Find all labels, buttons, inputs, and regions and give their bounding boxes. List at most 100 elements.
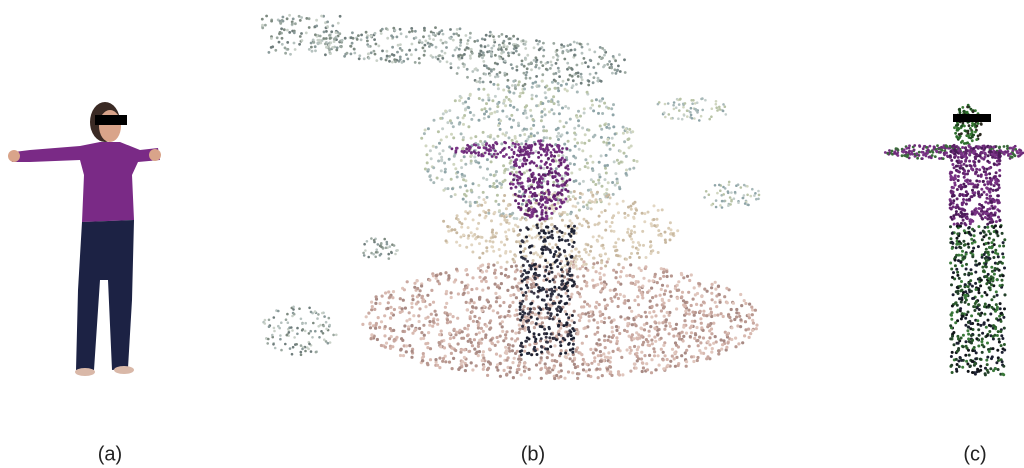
point xyxy=(281,37,284,40)
point xyxy=(291,329,294,332)
point xyxy=(495,296,498,299)
point xyxy=(466,327,469,330)
point xyxy=(533,187,536,190)
point xyxy=(507,275,510,278)
point xyxy=(444,110,447,113)
point xyxy=(617,211,620,214)
point xyxy=(329,341,332,344)
point xyxy=(459,44,462,47)
point xyxy=(991,178,994,181)
point xyxy=(534,81,537,84)
point xyxy=(643,212,646,215)
point xyxy=(949,145,952,148)
point xyxy=(477,222,480,225)
point xyxy=(482,131,485,134)
point xyxy=(500,241,503,244)
point xyxy=(418,62,421,65)
point xyxy=(638,286,641,289)
point xyxy=(483,107,486,110)
point xyxy=(523,269,526,272)
point xyxy=(603,123,606,126)
point xyxy=(633,299,636,302)
point xyxy=(537,295,540,298)
point xyxy=(958,136,961,139)
point xyxy=(272,343,275,346)
point xyxy=(725,287,728,290)
point xyxy=(522,294,525,297)
point xyxy=(549,236,552,239)
point xyxy=(530,61,533,64)
point xyxy=(503,315,506,318)
point xyxy=(446,225,449,228)
point xyxy=(492,250,495,253)
point xyxy=(510,337,513,340)
point xyxy=(428,320,431,323)
point xyxy=(460,166,463,169)
point xyxy=(669,360,672,363)
point xyxy=(558,150,561,153)
point xyxy=(489,108,492,111)
point xyxy=(512,35,515,38)
point xyxy=(568,267,571,270)
point xyxy=(455,268,458,271)
point xyxy=(709,307,712,310)
point xyxy=(650,224,653,227)
point xyxy=(525,143,528,146)
point xyxy=(442,189,445,192)
point xyxy=(599,46,602,49)
point xyxy=(485,147,488,150)
point xyxy=(975,153,978,156)
point xyxy=(510,166,513,169)
point xyxy=(487,209,490,212)
point xyxy=(604,229,607,232)
point xyxy=(538,178,541,181)
point xyxy=(743,299,746,302)
point xyxy=(426,342,429,345)
point xyxy=(278,32,281,35)
point xyxy=(516,350,519,353)
point xyxy=(561,147,564,150)
point xyxy=(557,255,560,258)
point xyxy=(965,164,968,167)
point xyxy=(970,272,973,275)
point xyxy=(302,328,305,331)
point xyxy=(555,167,558,170)
point xyxy=(615,271,618,274)
point xyxy=(455,149,458,152)
point xyxy=(481,236,484,239)
point xyxy=(736,324,739,327)
point xyxy=(498,35,501,38)
point xyxy=(496,110,499,113)
point xyxy=(559,352,562,355)
point xyxy=(656,281,659,284)
point xyxy=(484,152,487,155)
point xyxy=(957,146,960,149)
point xyxy=(386,55,389,58)
point xyxy=(722,110,725,113)
point xyxy=(557,370,560,373)
point xyxy=(559,344,562,347)
point xyxy=(408,344,411,347)
point xyxy=(605,154,608,157)
point xyxy=(511,301,514,304)
point xyxy=(946,155,949,158)
point xyxy=(300,16,303,19)
point xyxy=(651,305,654,308)
point xyxy=(641,212,644,215)
point xyxy=(682,303,685,306)
point xyxy=(492,44,495,47)
point xyxy=(506,289,509,292)
point xyxy=(322,325,325,328)
point xyxy=(530,283,533,286)
point xyxy=(990,212,993,215)
point xyxy=(466,76,469,79)
point xyxy=(520,373,523,376)
point xyxy=(965,360,968,363)
point xyxy=(553,203,556,206)
point xyxy=(496,153,499,156)
point xyxy=(469,54,472,57)
point xyxy=(987,154,990,157)
point xyxy=(579,196,582,199)
point xyxy=(758,194,761,197)
point xyxy=(461,360,464,363)
